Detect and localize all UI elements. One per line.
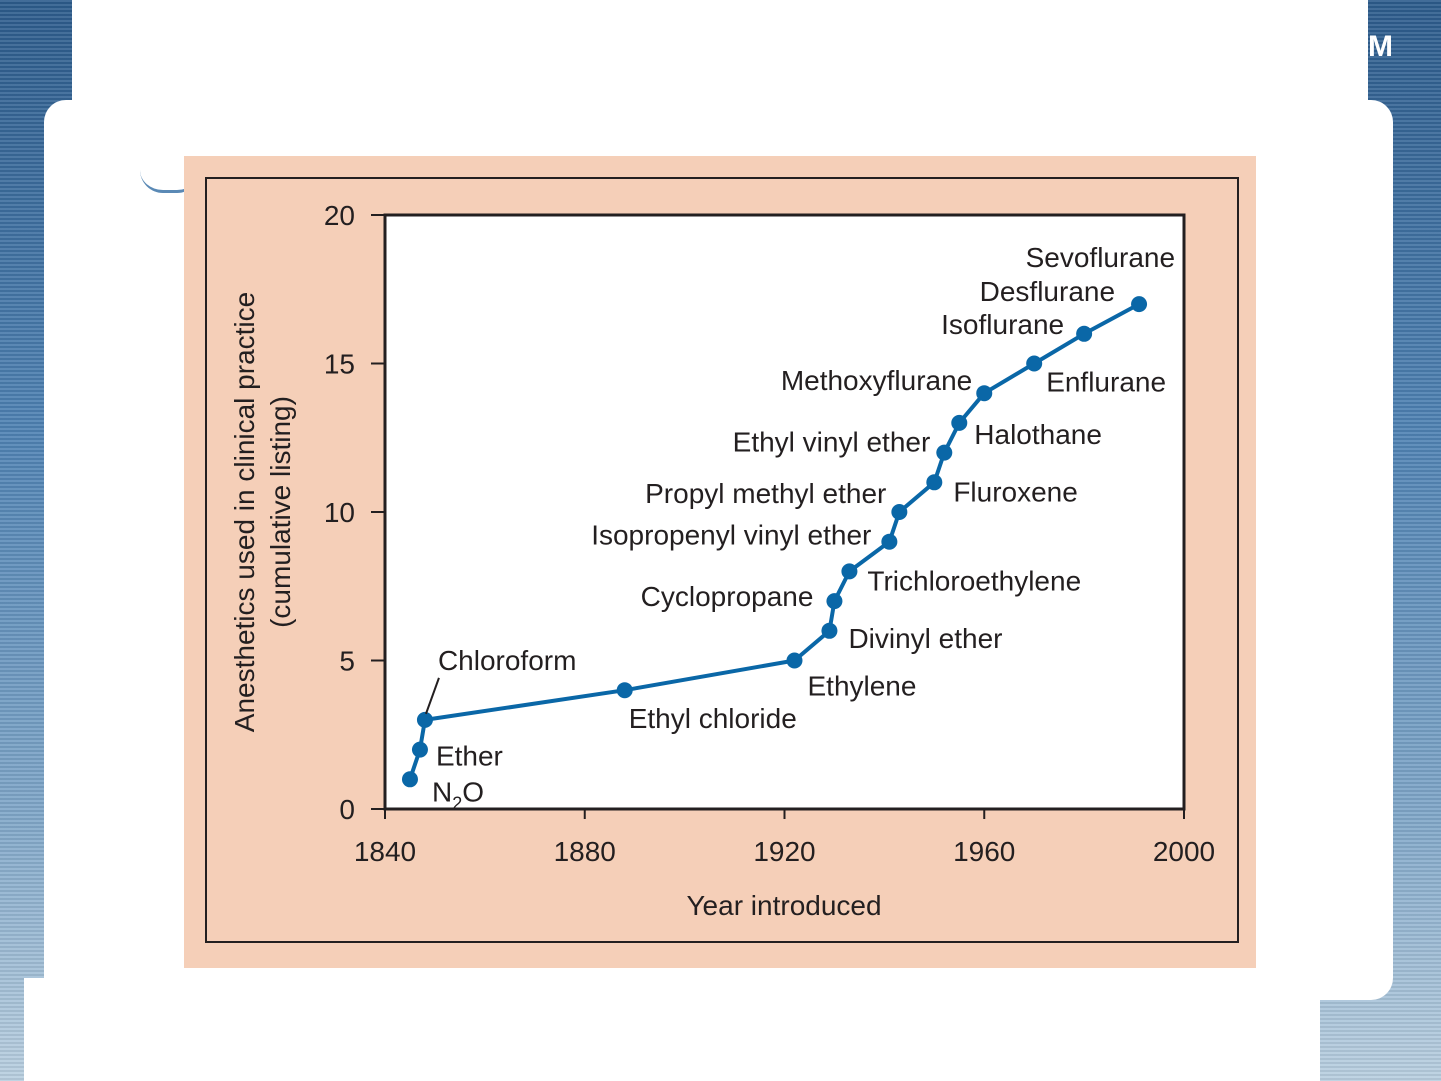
data-point [926,474,943,491]
data-point [416,711,433,728]
y-tick-label: 0 [339,794,355,825]
data-point [411,741,428,758]
data-point [881,533,898,550]
point-label: Propyl methyl ether [645,478,886,509]
axes: 1840 1880 1920 1960 2000 0 5 10 15 20 [324,200,1215,867]
data-point [936,444,953,461]
x-tick-label: 1960 [953,836,1015,867]
point-label: Sevoflurane [1026,242,1175,273]
x-tick-label: 2000 [1153,836,1215,867]
data-points [401,296,1148,788]
title-area [72,0,1368,110]
data-point [786,652,803,669]
point-label: Ethyl vinyl ether [733,427,931,458]
point-label: Desflurane [980,276,1115,307]
data-point [951,414,968,431]
plot-area [383,213,1186,811]
x-tick-label: 1920 [753,836,815,867]
data-point [821,622,838,639]
point-label: Divinyl ether [848,623,1002,654]
y-axis-label-line1: Anesthetics used in clinical practice [229,292,260,732]
data-point [1131,296,1148,313]
figure-frame [205,177,1239,943]
chart-figure: 1840 1880 1920 1960 2000 0 5 10 15 20 N2O Ether Chl… [184,156,1256,968]
data-point [1076,325,1093,342]
x-axis-label: Year introduced [686,890,881,921]
point-label: Chloroform [438,645,576,676]
point-label: Isoflurane [941,309,1064,340]
data-point [976,385,993,402]
point-label: Isopropenyl vinyl ether [591,520,871,551]
point-label: Enflurane [1046,367,1166,398]
y-axis-label: Anesthetics used in clinical practice (c… [229,292,296,732]
point-label: Ethyl chloride [629,703,797,734]
point-label: Methoxyflurane [781,365,972,396]
data-point [1026,355,1043,372]
y-axis-label-line2: (cumulative listing) [265,396,296,628]
caption-area [24,978,1320,1081]
y-tick-label: 5 [339,646,355,677]
data-point [616,682,633,699]
point-label: Cyclopropane [641,581,814,612]
y-tick-label: 10 [324,497,355,528]
point-label: Ethylene [807,671,916,702]
point-label: Fluroxene [953,476,1078,507]
x-tick-label: 1840 [354,836,416,867]
data-point [826,593,843,610]
y-tick-label: 15 [324,349,355,380]
data-point [891,504,908,520]
point-label: Ether [436,741,503,772]
x-tick-label: 1880 [554,836,616,867]
point-label: Halothane [974,419,1102,450]
y-tick-label: 20 [324,200,355,231]
corner-logo-letter: M [1368,30,1393,63]
data-point [841,563,858,580]
label-leader-line [425,677,440,715]
decorative-swoosh [140,170,200,193]
data-point [401,771,418,788]
point-label: Trichloroethylene [867,565,1081,596]
